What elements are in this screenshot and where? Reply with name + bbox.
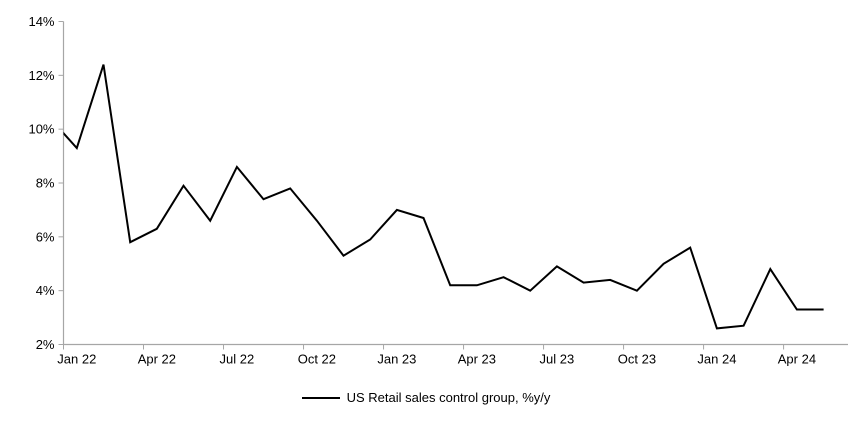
x-tick-label: Jan 23 [377, 352, 416, 367]
y-tick-label: 6% [36, 229, 55, 244]
x-tick-label: Apr 23 [458, 352, 496, 367]
legend-label: US Retail sales control group, %y/y [346, 390, 551, 405]
y-tick-label: 10% [28, 122, 54, 137]
y-tick-label: 14% [28, 14, 54, 29]
series-line [63, 64, 824, 330]
chart-legend: US Retail sales control group, %y/y [0, 390, 852, 405]
y-tick-label: 12% [28, 68, 54, 83]
x-tick-label: Jul 23 [540, 352, 575, 367]
y-tick-label: 4% [36, 283, 55, 298]
x-tick-label: Oct 23 [618, 352, 656, 367]
x-tick-label: Oct 22 [298, 352, 336, 367]
x-tick-label: Jan 22 [57, 352, 96, 367]
legend-line-swatch [301, 396, 340, 399]
x-tick-label: Jul 22 [220, 352, 255, 367]
x-tick-label: Jan 24 [697, 352, 736, 367]
y-tick-label: 8% [36, 176, 55, 191]
y-tick-label: 2% [36, 337, 55, 352]
x-tick-label: Apr 22 [138, 352, 176, 367]
x-tick-label: Apr 24 [778, 352, 816, 367]
